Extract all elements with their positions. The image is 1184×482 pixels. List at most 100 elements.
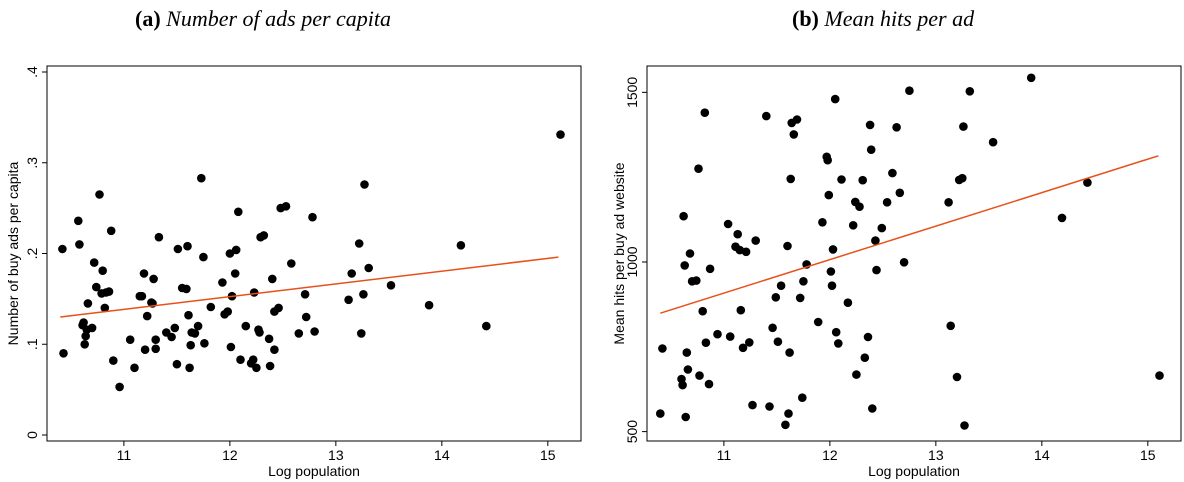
- chart-a-data-point: [173, 244, 183, 254]
- chart-b-data-point: [813, 317, 823, 327]
- chart-a-data-point: [359, 290, 368, 299]
- chart-b-data-point: [866, 145, 876, 154]
- chart-a-data-point: [74, 216, 83, 226]
- chart-b-data-point: [798, 393, 807, 403]
- chart-a-x-tick-label: 11: [117, 447, 132, 463]
- chart-b-data-point: [799, 277, 808, 286]
- chart-a-data-point: [100, 303, 110, 313]
- chart-a-y-tick-label: .4: [24, 66, 40, 78]
- chart-b-data-point: [792, 115, 802, 124]
- panel-a-tag: (a): [135, 6, 161, 31]
- chart-b-data-point: [960, 421, 969, 430]
- panel-a-title: (a) Number of ads per capita: [135, 6, 391, 32]
- chart-b-x-axis-title: Log population: [868, 463, 960, 479]
- chart-a-data-point: [264, 334, 274, 344]
- chart-b-x-tick-label: 13: [928, 447, 944, 463]
- chart-b-data-point: [958, 173, 967, 183]
- chart-b-data-point: [848, 221, 858, 230]
- chart-a-data-point: [199, 252, 208, 262]
- chart-b-data-point: [723, 219, 733, 229]
- chart-b-data-point: [789, 130, 799, 139]
- chart-a-data-point: [149, 274, 158, 284]
- chart-a-y-tick-label: .2: [24, 247, 40, 259]
- chart-a-data-point: [230, 269, 240, 278]
- chart-b-data-point: [681, 412, 690, 422]
- chart-b-x-tick-label: 15: [1140, 447, 1156, 463]
- chart-b-x-tick-label: 12: [822, 447, 838, 463]
- chart-a-data-point: [354, 239, 364, 248]
- chart-a-x-tick-label: 15: [540, 447, 556, 463]
- panel-b-title-text: Mean hits per ad: [824, 6, 975, 31]
- chart-b-data-point: [658, 344, 667, 353]
- chart-a-data-point: [75, 240, 84, 249]
- chart-b-data-point: [837, 175, 846, 184]
- chart-b-data-point: [776, 281, 786, 291]
- chart-a-data-point: [206, 302, 216, 312]
- chart-b-data-point: [877, 223, 887, 233]
- chart-a-data-point: [80, 340, 89, 349]
- chart-a-data-point: [106, 226, 116, 236]
- chart-b-data-point: [946, 321, 955, 331]
- chart-a-data-point: [151, 335, 160, 345]
- chart-a-data-point: [234, 207, 243, 217]
- chart-a-data-point: [310, 327, 319, 336]
- chart-b-data-point: [823, 155, 832, 165]
- chart-b-data-point: [824, 190, 834, 200]
- chart-b-data-point: [882, 198, 892, 207]
- chart-b-data-point: [830, 94, 840, 104]
- chart-a-data-point: [197, 173, 206, 183]
- chart-b-x-tick-label: 11: [717, 447, 732, 463]
- chart-a-data-point: [241, 321, 251, 331]
- chart-a-data-point: [294, 329, 304, 338]
- chart-a-data-point: [456, 241, 466, 250]
- chart-a-data-point: [344, 295, 353, 305]
- chart-b-data-point: [1155, 371, 1164, 380]
- chart-a-data-point: [357, 329, 366, 338]
- chart-a-data-point: [223, 307, 232, 316]
- chart-b-y-tick-label: 1500: [624, 77, 640, 108]
- panel-b-tag: (b): [792, 6, 819, 31]
- chart-b-data-point: [826, 267, 836, 276]
- chart-b-data-point: [959, 122, 968, 131]
- chart-a-data-point: [172, 359, 182, 369]
- chart-b-data-point: [858, 175, 867, 185]
- chart-b-data-point: [762, 111, 771, 121]
- chart-b-data-point: [692, 276, 701, 285]
- chart-a-data-point: [142, 311, 152, 321]
- chart-a-y-tick-label: .1: [24, 338, 40, 350]
- chart-a-x-tick-label: 14: [434, 447, 450, 463]
- chart-b-data-point: [818, 218, 827, 227]
- chart-a-data-point: [130, 363, 139, 373]
- chart-b-y-tick-label: 500: [624, 420, 640, 444]
- chart-b-data-point: [888, 168, 897, 178]
- chart-a-data-point: [81, 331, 90, 341]
- chart-a-fit-line: [60, 256, 559, 318]
- chart-a-data-point: [115, 382, 124, 392]
- chart-a-data-point: [248, 355, 258, 365]
- chart-a-data-point: [424, 300, 434, 310]
- chart-b-y-axis-title: Mean hits per buy ad website: [611, 162, 627, 344]
- chart-a-data-point: [287, 259, 296, 268]
- chart-b-data-point: [852, 370, 861, 379]
- chart-b-data-point: [694, 164, 703, 173]
- chart-b-data-point: [892, 123, 901, 132]
- chart-b-data-point: [965, 87, 975, 96]
- chart-a-data-point: [236, 355, 245, 365]
- chart-a-data-point: [482, 321, 491, 331]
- chart-a-data-point: [83, 299, 93, 308]
- chart-b-data-point: [768, 323, 777, 333]
- chart-b-data-point: [895, 188, 905, 198]
- chart-a-data-point: [137, 291, 147, 301]
- chart-a-data-point: [268, 274, 277, 284]
- chart-b-data-point: [765, 402, 774, 411]
- chart-b-data-point: [771, 293, 781, 302]
- chart-b-data-point: [785, 348, 794, 357]
- chart-a-x-axis-title: Log population: [268, 463, 360, 479]
- chart-a-data-point: [95, 190, 104, 199]
- chart-a-data-point: [270, 345, 279, 355]
- chart-a-data-point: [170, 323, 180, 333]
- chart-b-data-point: [872, 265, 881, 275]
- chart-b-data-point: [733, 229, 742, 239]
- chart-b-data-point: [748, 400, 757, 410]
